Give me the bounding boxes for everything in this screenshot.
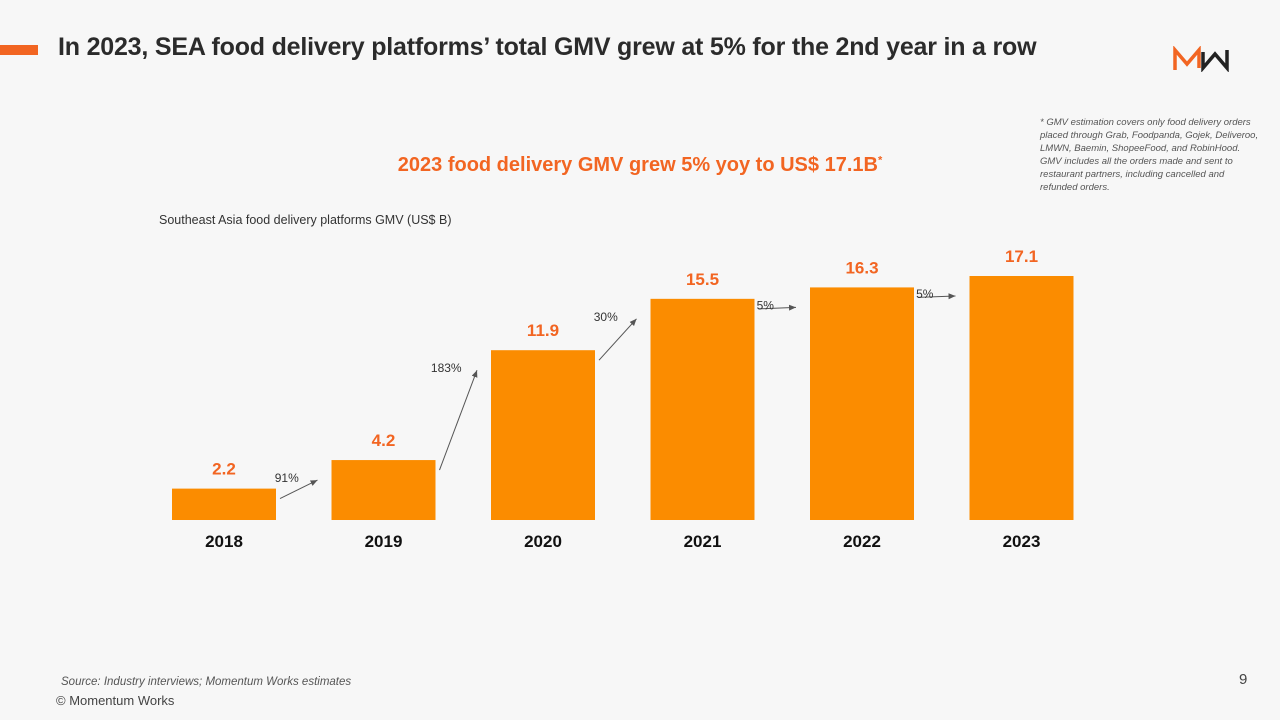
- value-label-2019: 4.2: [372, 431, 396, 450]
- category-label-2018: 2018: [205, 532, 243, 551]
- value-label-2018: 2.2: [212, 460, 236, 479]
- bar-2018: [172, 488, 276, 520]
- bar-2019: [331, 460, 436, 520]
- gmv-footnote: * GMV estimation covers only food delive…: [1040, 117, 1259, 193]
- value-label-2022: 16.3: [845, 258, 878, 277]
- growth-label-5: 5%: [916, 287, 934, 301]
- chart-title-text: 2023 food delivery GMV grew 5% yoy to US…: [397, 154, 878, 176]
- bar-2020: [491, 350, 595, 520]
- growth-arrow-1: [279, 479, 318, 500]
- chart-subtitle: Southeast Asia food delivery platforms G…: [159, 213, 452, 227]
- bar-2021: [650, 298, 755, 520]
- category-label-2020: 2020: [524, 532, 562, 551]
- bar-2022: [810, 287, 914, 520]
- copyright: © Momentum Works: [56, 693, 175, 708]
- title-accent-bar: [0, 45, 38, 55]
- chart-title-marker: *: [877, 154, 883, 167]
- category-label-2022: 2022: [843, 532, 881, 551]
- value-label-2020: 11.9: [527, 321, 559, 340]
- bar-2023: [969, 276, 1074, 520]
- growth-arrow-2: [439, 370, 478, 471]
- page-title: In 2023, SEA food delivery platforms’ to…: [58, 33, 1037, 61]
- category-label-2021: 2021: [684, 532, 722, 551]
- growth-arrow-5: [917, 293, 956, 300]
- growth-label-4: 5%: [757, 298, 775, 312]
- value-label-2021: 15.5: [686, 270, 719, 289]
- category-label-2019: 2019: [365, 532, 403, 551]
- growth-arrow-3: [598, 318, 637, 361]
- category-label-2023: 2023: [1003, 532, 1041, 551]
- chart-title: 2023 food delivery GMV grew 5% yoy to US…: [0, 154, 1280, 177]
- momentum-works-logo: [1173, 46, 1229, 72]
- source-note: Source: Industry interviews; Momentum Wo…: [61, 676, 352, 688]
- growth-arrow-4: [758, 304, 797, 311]
- value-label-2023: 17.1: [1005, 247, 1038, 266]
- growth-label-2: 183%: [431, 361, 462, 375]
- growth-label-3: 30%: [594, 310, 618, 324]
- growth-label-1: 91%: [275, 471, 299, 485]
- page-number: 9: [1239, 671, 1248, 688]
